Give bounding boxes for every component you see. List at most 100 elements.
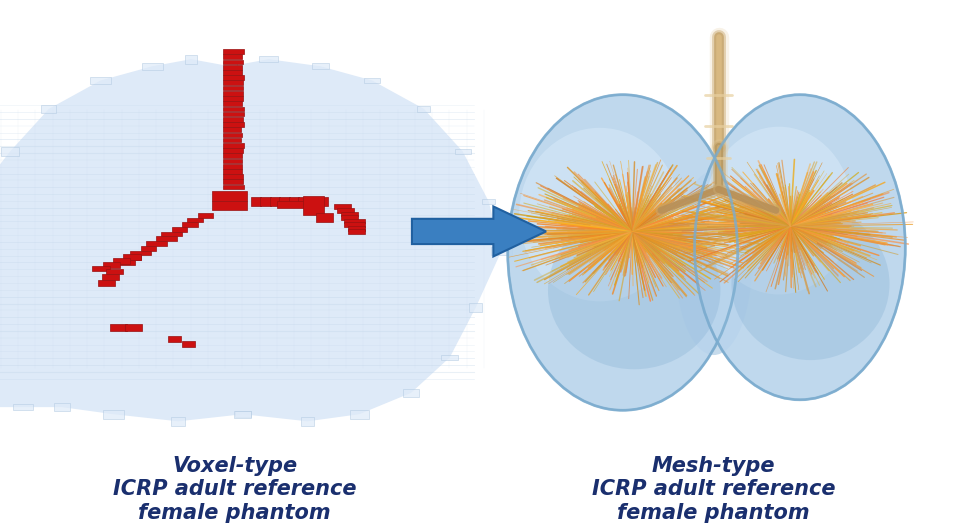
Bar — [223, 70, 242, 75]
Bar — [364, 78, 380, 83]
Bar — [223, 154, 242, 158]
Bar — [251, 197, 262, 206]
Bar — [308, 197, 318, 206]
Bar — [168, 336, 180, 342]
Bar — [185, 55, 197, 64]
Ellipse shape — [732, 208, 889, 360]
Bar — [223, 102, 241, 106]
Bar — [344, 219, 365, 224]
Bar — [223, 59, 243, 64]
Bar — [125, 324, 142, 331]
Bar — [187, 218, 203, 222]
Bar — [54, 403, 70, 411]
Bar — [261, 197, 271, 206]
Ellipse shape — [508, 95, 738, 410]
Ellipse shape — [705, 127, 853, 295]
Bar — [348, 229, 365, 234]
Bar — [442, 355, 458, 360]
Bar — [455, 149, 470, 154]
Bar — [301, 417, 314, 426]
Bar — [182, 222, 197, 227]
Bar — [491, 247, 512, 255]
Bar — [223, 158, 241, 163]
Bar — [223, 127, 241, 132]
Bar — [344, 222, 365, 227]
Bar — [223, 138, 241, 143]
Text: female phantom: female phantom — [138, 503, 331, 523]
Bar — [212, 191, 246, 201]
Bar — [102, 275, 119, 280]
Bar — [298, 197, 308, 206]
Bar — [98, 280, 115, 286]
Bar — [337, 208, 354, 213]
FancyArrow shape — [412, 206, 546, 256]
Text: female phantom: female phantom — [617, 503, 810, 523]
Bar — [223, 96, 242, 101]
Bar — [223, 185, 244, 189]
Bar — [223, 112, 243, 116]
Bar — [103, 410, 124, 419]
Bar — [197, 213, 213, 218]
Bar — [223, 80, 243, 85]
Bar — [341, 211, 358, 216]
Polygon shape — [0, 59, 502, 421]
Bar — [1, 147, 19, 156]
Bar — [106, 269, 124, 275]
Bar — [223, 54, 242, 59]
Bar — [223, 106, 244, 111]
Bar — [270, 197, 281, 206]
Ellipse shape — [695, 95, 905, 400]
Bar — [311, 64, 330, 69]
Bar — [171, 227, 187, 231]
Text: Voxel-type: Voxel-type — [172, 456, 297, 476]
Bar — [223, 179, 243, 184]
Bar — [124, 255, 141, 260]
Bar — [469, 303, 482, 312]
Bar — [259, 56, 279, 62]
Bar — [235, 411, 251, 418]
Bar — [348, 226, 365, 230]
Bar — [223, 62, 237, 70]
Bar — [280, 197, 289, 206]
Bar — [482, 198, 495, 204]
Bar — [235, 411, 251, 418]
Bar — [223, 91, 242, 96]
Text: Mesh-type: Mesh-type — [652, 456, 775, 476]
Bar — [223, 122, 243, 127]
Bar — [223, 143, 244, 148]
Bar — [146, 241, 167, 246]
Bar — [212, 201, 246, 210]
Bar — [315, 213, 333, 222]
Bar — [223, 133, 242, 137]
Bar — [341, 215, 358, 220]
Bar — [223, 117, 243, 122]
Bar — [223, 86, 242, 90]
Bar — [223, 169, 241, 174]
Bar — [223, 75, 243, 80]
Bar — [103, 262, 120, 268]
Bar — [418, 106, 430, 112]
Bar — [223, 164, 242, 168]
Bar — [303, 196, 324, 215]
Bar — [125, 256, 141, 260]
Bar — [402, 389, 420, 397]
Bar — [223, 148, 243, 153]
Bar — [223, 63, 237, 70]
Bar — [41, 105, 57, 113]
Bar — [171, 417, 185, 426]
Bar — [223, 174, 243, 179]
Bar — [161, 232, 182, 237]
Bar — [142, 63, 163, 70]
Bar — [110, 324, 127, 331]
Bar — [141, 246, 156, 251]
Text: ICRP adult reference: ICRP adult reference — [592, 479, 835, 499]
Bar — [317, 197, 328, 206]
Bar — [277, 201, 320, 208]
Bar — [113, 258, 130, 264]
Ellipse shape — [675, 171, 752, 355]
Bar — [289, 197, 299, 206]
Ellipse shape — [519, 128, 680, 301]
Bar — [333, 205, 351, 209]
Text: ICRP adult reference: ICRP adult reference — [113, 479, 356, 499]
Bar — [223, 49, 243, 54]
